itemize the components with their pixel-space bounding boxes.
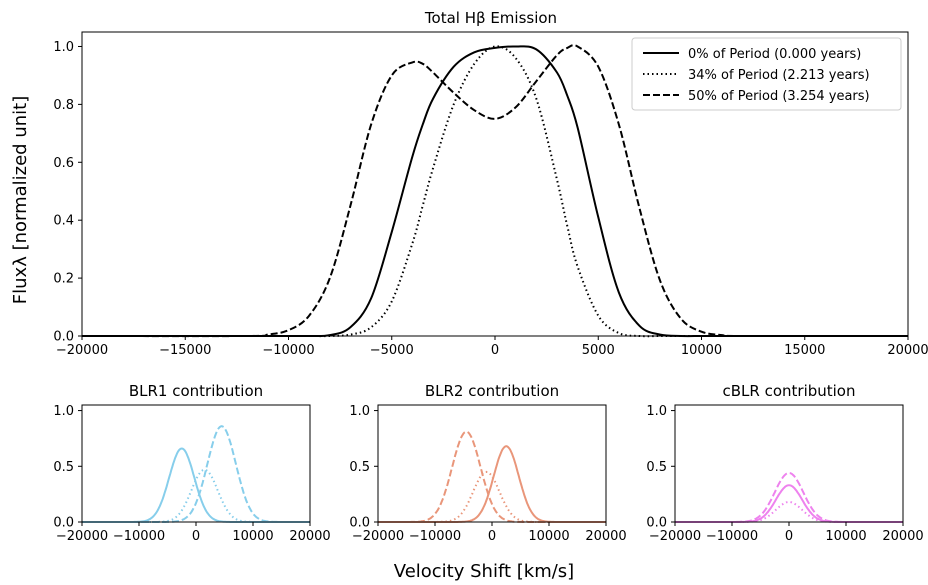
main-x-tick-label-5: 5000 xyxy=(582,343,615,358)
main-y-tick-label-1: 0.2 xyxy=(53,272,74,287)
cblr-x-tick-label-1: −10000 xyxy=(706,529,758,544)
main-y-tick-label-5: 1.0 xyxy=(53,40,74,55)
main-x-tick-label-3: −5000 xyxy=(370,343,414,358)
cblr-x-tick-label-4: 20000 xyxy=(882,529,923,544)
cblr-series-line-2 xyxy=(675,471,903,523)
blr2-x-tick-label-1: −10000 xyxy=(409,529,461,544)
main-axes-frame xyxy=(81,31,909,337)
main-panel: Total Hβ Emission −20000 −15000 −10000 −500… xyxy=(53,9,928,358)
blr2-x-tick-label-2: 0 xyxy=(488,529,496,544)
main-y-tick-label-2: 0.4 xyxy=(53,214,74,229)
blr2-x-tick-label-0: −20000 xyxy=(352,529,404,544)
main-series-line-2 xyxy=(81,44,909,338)
blr1-series-line-0 xyxy=(82,447,310,523)
blr1-y-tick-label-2: 1.0 xyxy=(53,404,74,419)
blr2-series-line-0 xyxy=(378,445,606,523)
blr1-x-tick-label-3: 10000 xyxy=(232,529,273,544)
main-x-tick-label-4: 0 xyxy=(491,343,499,358)
blr2-y-tick-label-2: 1.0 xyxy=(349,404,370,419)
blr1-x-tick-label-4: 20000 xyxy=(289,529,330,544)
cblr-series-line-1 xyxy=(675,500,903,523)
legend-label-2: 50% of Period (3.254 years) xyxy=(688,89,870,104)
blr2-x-tick-label-3: 10000 xyxy=(528,529,569,544)
cblr-x-tick-label-2: 0 xyxy=(785,529,793,544)
blr1-y-tick-label-0: 0.0 xyxy=(53,516,74,531)
main-x-tick-label-2: −10000 xyxy=(262,343,314,358)
cblr-axes-frame xyxy=(674,404,904,523)
blr1-series-line-2 xyxy=(82,425,310,523)
blr2-series-line-2 xyxy=(378,430,606,523)
blr2-y-tick-label-1: 0.5 xyxy=(349,460,370,475)
blr1-x-tick-label-0: −20000 xyxy=(56,529,108,544)
blr1-series-line-1 xyxy=(82,468,310,523)
blr1-panel: BLR1 contribution −20000 −10000 0 10000 2000… xyxy=(53,382,330,544)
legend-label-0: 0% of Period (0.000 years) xyxy=(688,47,861,62)
blr1-title: BLR1 contribution xyxy=(129,382,263,400)
cblr-panel: cBLR contribution −20000 −10000 0 10000 2000… xyxy=(646,382,923,544)
cblr-y-tick-label-2: 1.0 xyxy=(646,404,667,419)
blr2-x-tick-label-4: 20000 xyxy=(585,529,626,544)
main-title: Total Hβ Emission xyxy=(424,9,557,27)
cblr-x-tick-label-3: 10000 xyxy=(825,529,866,544)
main-x-tick-label-6: 10000 xyxy=(681,343,722,358)
cblr-x-tick-label-0: −20000 xyxy=(649,529,701,544)
main-y-tick-label-4: 0.8 xyxy=(53,98,74,113)
blr1-x-tick-label-1: −10000 xyxy=(113,529,165,544)
cblr-title: cBLR contribution xyxy=(723,382,856,400)
main-x-tick-label-1: −15000 xyxy=(159,343,211,358)
blr1-x-tick-label-2: 0 xyxy=(192,529,200,544)
legend-box xyxy=(631,37,902,111)
cblr-series-line-0 xyxy=(675,484,903,523)
main-x-tick-label-8: 20000 xyxy=(887,343,928,358)
cblr-y-tick-label-0: 0.0 xyxy=(646,516,667,531)
legend: 0% of Period (0.000 years) 34% of Period… xyxy=(631,37,902,111)
cblr-y-tick-label-1: 0.5 xyxy=(646,460,667,475)
main-x-tick-label-0: −20000 xyxy=(56,343,108,358)
main-y-tick-label-0: 0.0 xyxy=(53,330,74,345)
blr2-title: BLR2 contribution xyxy=(425,382,559,400)
main-y-tick-label-3: 0.6 xyxy=(53,156,74,171)
main-x-tick-label-7: 15000 xyxy=(784,343,825,358)
blr2-y-tick-label-0: 0.0 xyxy=(349,516,370,531)
x-axis-label: Velocity Shift [km/s] xyxy=(394,561,574,582)
blr2-panel: BLR2 contribution −20000 −10000 0 10000 2000… xyxy=(349,382,626,544)
blr1-y-tick-label-1: 0.5 xyxy=(53,460,74,475)
y-axis-label: Fluxλ [normalized unit] xyxy=(10,96,31,304)
legend-label-1: 34% of Period (2.213 years) xyxy=(688,68,870,83)
